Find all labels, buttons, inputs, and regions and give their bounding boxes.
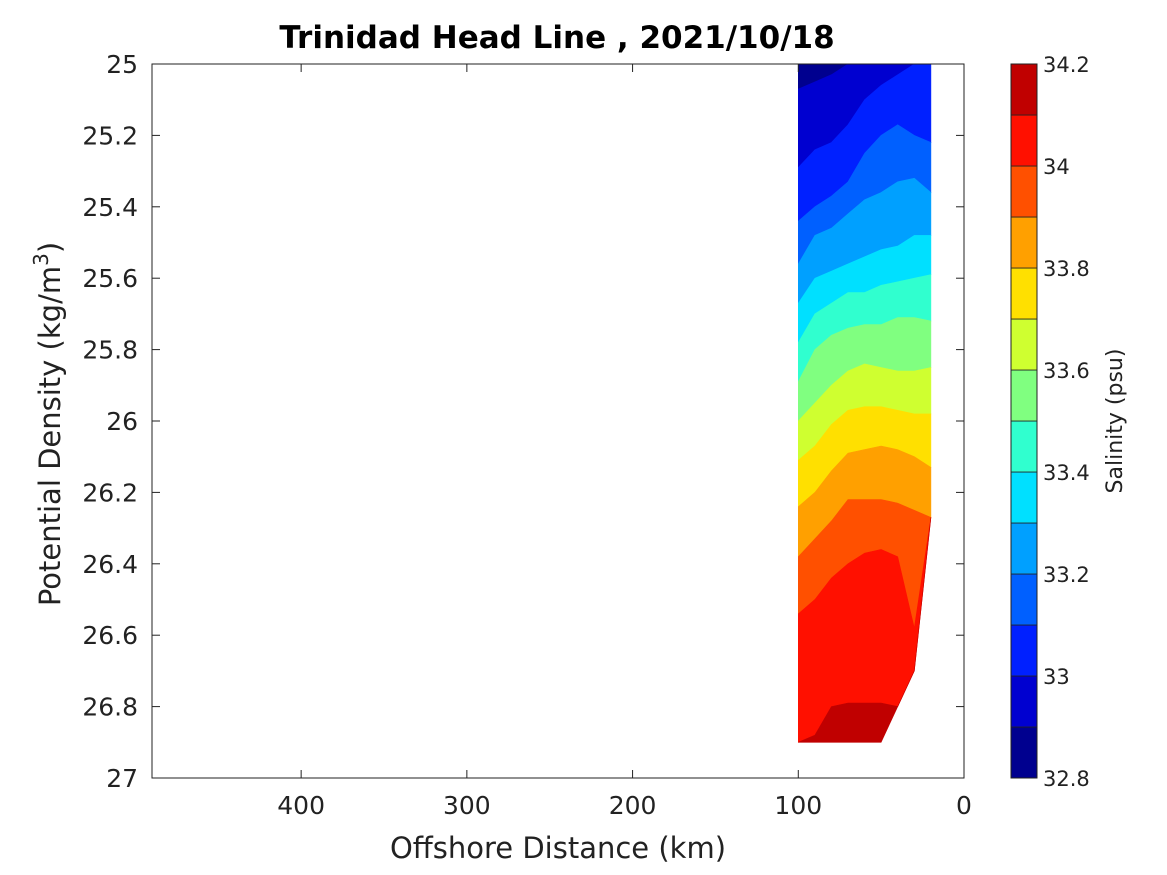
y-axis-label-superscript: 3 [29,253,53,266]
y-tick-label: 25.2 [82,121,138,150]
x-tick-label: 0 [956,791,972,820]
colorbar-swatch [1010,216,1038,269]
colorbar-tick-label: 33.6 [1043,359,1090,383]
y-tick-label: 25.6 [82,264,138,293]
y-tick-label: 26.6 [82,621,138,650]
y-tick-label: 25 [106,50,138,79]
colorbar-swatch [1010,63,1038,116]
y-tick-label: 27 [106,764,138,793]
y-axis-ticks: 25 25.2 25.4 25.6 25.8 26 26.2 26.4 26.6 26.8 27 [82,50,964,793]
y-axis-label-main: Potential Density (kg/m [33,266,67,606]
colorbar-tick-label: 33.4 [1043,461,1090,485]
x-axis-label: Offshore Distance (km) [390,831,726,865]
x-tick-label: 100 [774,791,822,820]
colorbar-swatch [1010,420,1038,473]
colorbar-tick-label: 34.2 [1043,53,1090,77]
colorbar-swatch [1010,573,1038,626]
colorbar-swatch [1010,318,1038,371]
y-tick-label: 26.4 [82,550,138,579]
colorbar-swatch [1010,369,1038,422]
plot-area: 400 300 200 100 0 25 25.2 25.4 25.6 25.8 26 26.2 26… [82,50,972,820]
y-axis-label: Potential Density (kg/m3) [29,242,67,606]
colorbar-label: Salinity (psu) [1103,349,1128,494]
colorbar-frame [1010,63,1038,779]
chart-title: Trinidad Head Line , 2021/10/18 [279,20,834,56]
contour-fills [797,63,932,743]
y-tick-label: 25.4 [82,193,138,222]
x-axis-ticks: 400 300 200 100 0 [277,64,972,820]
colorbar [1010,63,1038,779]
colorbar-swatch [1010,114,1038,167]
y-tick-label: 26.2 [82,478,138,507]
colorbar-ticks: 34.2 34 33.8 33.6 33.4 33.2 33 32.8 [1043,53,1090,791]
x-tick-label: 300 [443,791,491,820]
colorbar-tick-label: 33.2 [1043,563,1090,587]
y-tick-label: 25.8 [82,336,138,365]
colorbar-swatch [1010,471,1038,524]
colorbar-swatch [1010,522,1038,575]
y-tick-label: 26 [106,407,138,436]
colorbar-swatch [1010,675,1038,728]
y-axis-label-close: ) [33,242,67,253]
colorbar-tick-label: 34 [1043,155,1070,179]
colorbar-tick-label: 32.8 [1043,767,1090,791]
colorbar-swatch [1010,726,1038,779]
y-tick-label: 26.8 [82,693,138,722]
x-tick-label: 200 [609,791,657,820]
x-tick-label: 400 [277,791,325,820]
colorbar-tick-label: 33.8 [1043,257,1090,281]
colorbar-swatch [1010,165,1038,218]
colorbar-swatch [1010,624,1038,677]
colorbar-tick-label: 33 [1043,665,1070,689]
colorbar-swatch [1010,267,1038,320]
contour-band-13 [798,517,932,743]
